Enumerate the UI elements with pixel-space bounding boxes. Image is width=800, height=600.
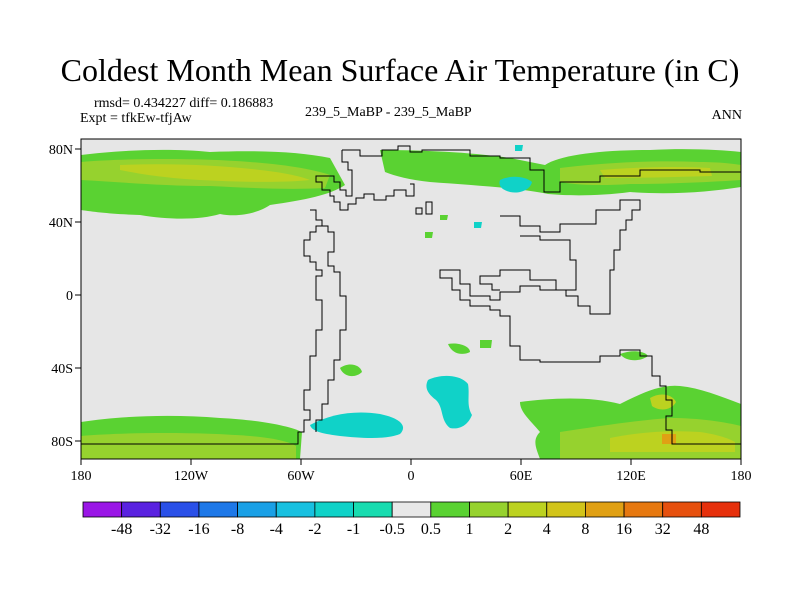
colorbar-label: -2: [308, 521, 321, 538]
colorbar-swatch: [159, 501, 200, 518]
fill-green-small-2: [440, 215, 448, 220]
contour-fills: [81, 145, 741, 459]
fill-south-east-gold-2: [650, 394, 676, 410]
x-tick-label: 0: [408, 469, 415, 484]
continent-outlines: [81, 145, 741, 445]
fill-green-s2: [448, 343, 470, 354]
y-ticks: [75, 148, 81, 442]
colorbar: [82, 501, 741, 518]
y-tick-label: 0: [66, 289, 73, 304]
colorbar-label: -48: [111, 521, 132, 538]
colorbar-label: 0.5: [421, 521, 441, 538]
colorbar-label: -32: [150, 521, 171, 538]
y-tick-label: 80N: [49, 143, 73, 158]
rmsd-diff-label: rmsd= 0.434227 diff= 0.186883: [94, 96, 274, 111]
x-tick-label: 180: [731, 469, 752, 484]
colorbar-label: -4: [270, 521, 283, 538]
colorbar-swatch: [662, 501, 702, 518]
fill-teal-north-3: [474, 222, 482, 228]
colorbar-labels: -48 -32 -16 -8 -4 -2 -1 -0.5 0.5 1 2 4 8 16 32 48: [111, 521, 709, 538]
fill-south-west-yellow: [81, 433, 296, 459]
y-tick-label: 80S: [51, 435, 73, 450]
outline-north-continent-lower: [315, 150, 415, 211]
x-tick-label: 60E: [510, 469, 533, 484]
colorbar-label: -0.5: [380, 521, 405, 538]
colorbar-swatch: [275, 501, 316, 518]
outline-inner-east: [479, 235, 577, 291]
outline-inner-coast: [315, 225, 347, 432]
outline-west-coast: [81, 209, 323, 445]
x-tick-label: 120E: [616, 469, 646, 484]
x-tick-label: 120W: [174, 469, 209, 484]
outline-island-2: [415, 207, 423, 215]
x-tick-label: 60W: [287, 469, 315, 484]
experiment-label: Expt = tfkEw-tfjAw: [80, 111, 192, 126]
case-label: 239_5_MaBP - 239_5_MaBP: [305, 105, 472, 120]
colorbar-swatch: [507, 501, 548, 518]
fill-teal-s2: [310, 412, 404, 438]
colorbar-swatch: [469, 501, 509, 518]
fill-green-s3: [480, 340, 492, 348]
colorbar-swatch: [314, 501, 354, 518]
x-tick-label: 180: [71, 469, 92, 484]
colorbar-label: 8: [581, 521, 589, 538]
colorbar-swatch: [353, 501, 393, 518]
colorbar-label: -16: [188, 521, 209, 538]
colorbar-label: 2: [504, 521, 512, 538]
colorbar-swatch: [82, 501, 123, 518]
colorbar-swatch: [237, 501, 277, 518]
colorbar-swatch: [623, 501, 664, 518]
colorbar-swatch: [198, 501, 238, 518]
colorbar-swatch: [391, 501, 432, 518]
colorbar-swatch: [546, 501, 586, 518]
x-ticks: [80, 459, 742, 465]
fill-south-east-orange: [662, 434, 676, 444]
y-tick-label: 40S: [51, 362, 73, 377]
colorbar-swatch: [121, 501, 161, 518]
map-title: Coldest Month Mean Surface Air Temperatu…: [60, 52, 740, 88]
fill-green-ne-south: [620, 351, 648, 361]
colorbar-label: -1: [347, 521, 360, 538]
fill-green-small-1: [425, 232, 433, 238]
outline-island-1: [425, 201, 433, 215]
fill-north-band-gold: [120, 164, 310, 182]
fill-teal-north-2: [515, 145, 523, 151]
fill-teal-north-1: [499, 176, 532, 193]
outline-north-continent: [342, 145, 741, 193]
colorbar-label: 16: [616, 521, 632, 538]
colorbar-label: 32: [655, 521, 671, 538]
colorbar-label: -8: [231, 521, 244, 538]
colorbar-label: 48: [693, 521, 709, 538]
colorbar-swatch: [585, 501, 625, 518]
outline-east-coast-north: [439, 199, 741, 445]
colorbar-swatch: [700, 501, 741, 518]
fill-green-s1: [340, 364, 362, 377]
colorbar-swatch: [430, 501, 470, 518]
y-tick-label: 40N: [49, 216, 73, 231]
season-label: ANN: [711, 108, 742, 123]
colorbar-label: 4: [543, 521, 551, 538]
fill-teal-s1: [426, 375, 472, 429]
colorbar-label: 1: [465, 521, 473, 538]
